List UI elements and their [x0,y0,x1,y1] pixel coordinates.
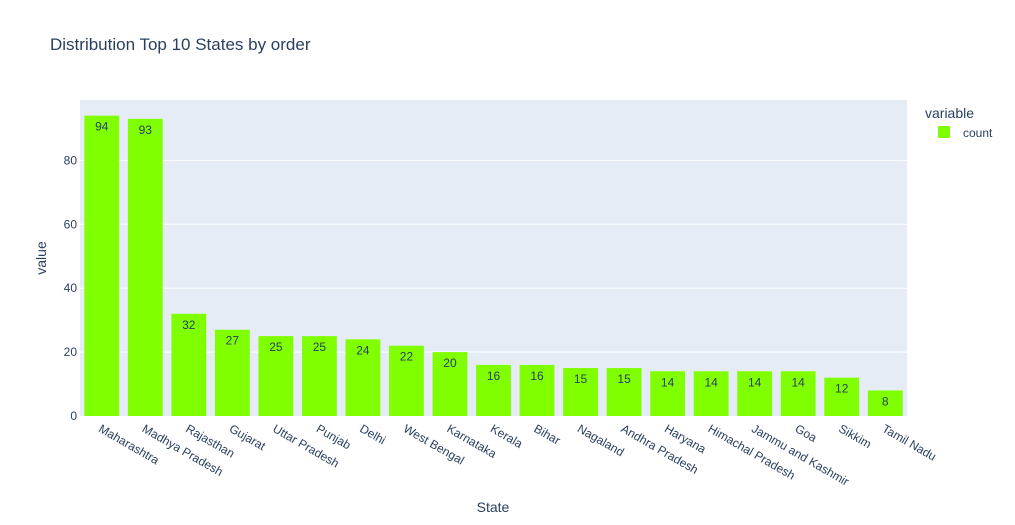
y-tick-label: 0 [70,409,77,423]
bar-value-label: 15 [617,372,631,386]
y-axis-ticks: 0 20 40 60 80 [64,153,78,423]
bar-value-label: 12 [835,382,849,396]
y-tick-label: 40 [64,281,78,295]
bar[interactable] [432,352,468,416]
legend-swatch-count[interactable] [938,126,950,138]
bar[interactable] [737,371,773,416]
bar[interactable] [780,371,816,416]
bar-value-label: 25 [269,340,283,354]
y-axis-title: value [33,241,49,275]
x-tick-label: Tamil Nadu [880,421,939,463]
bars [84,115,903,416]
bar[interactable] [476,364,511,416]
bar[interactable] [824,377,860,416]
y-tick-label: 60 [64,217,78,231]
bar-value-label: 94 [95,120,109,134]
bar-value-label: 14 [661,375,675,389]
bar-value-label: 32 [182,318,196,332]
bar[interactable] [345,339,381,416]
y-tick-label: 20 [64,345,78,359]
bar[interactable] [171,313,207,416]
bar-value-label: 14 [792,375,806,389]
bar-value-label: 15 [574,372,588,386]
x-tick-label: Goa [793,421,820,445]
y-tick-label: 80 [64,153,78,167]
bar-value-label: 8 [882,394,889,408]
x-tick-label: Sikkim [836,421,874,451]
bar[interactable] [519,364,555,416]
x-tick-label: Andhra Pradesh [619,421,701,476]
chart-title: Distribution Top 10 States by order [50,35,311,54]
x-axis-title: State [477,499,510,515]
bar[interactable] [84,115,120,416]
bar-value-label: 27 [226,334,240,348]
x-tick-label: Nagaland [575,421,626,459]
bar-value-label: 24 [356,343,370,357]
bar-value-label: 93 [139,123,153,137]
bar[interactable] [258,336,294,416]
bar[interactable] [867,390,903,416]
bar-value-label: 22 [400,350,414,364]
legend: variable count [925,105,993,140]
bar-labels: 94 93 32 27 25 25 24 22 20 16 16 15 15 14 14 14 14 12 8 [95,120,889,409]
bar-value-label: 16 [487,369,501,383]
bar[interactable] [606,368,642,416]
bar-value-label: 25 [313,340,327,354]
bar-value-label: 20 [443,356,457,370]
bar-value-label: 14 [704,375,718,389]
legend-label-count[interactable]: count [963,126,993,140]
bar[interactable] [650,371,686,416]
bar[interactable] [693,371,729,416]
x-tick-label: Bihar [532,421,563,447]
legend-title: variable [925,105,974,121]
bar[interactable] [214,329,250,416]
bar[interactable] [389,345,424,416]
bar[interactable] [127,118,163,416]
bar-value-label: 14 [748,375,762,389]
x-tick-label: Delhi [357,421,388,447]
bar[interactable] [563,368,598,416]
bar-value-label: 16 [530,369,544,383]
bar[interactable] [301,336,337,416]
